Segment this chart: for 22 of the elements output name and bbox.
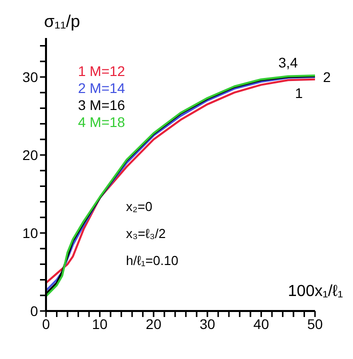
text: 2 M=14 — [78, 80, 126, 97]
text: 3 M=16 — [78, 97, 126, 114]
y-tick-label: 30 — [22, 68, 38, 85]
annotation: x₂=0 — [126, 198, 154, 216]
y-tick-label: 0 — [30, 302, 38, 319]
x-tick-label: 30 — [200, 316, 216, 332]
series-label: 4 M=18 — [78, 114, 126, 131]
x-tick-label: 50 — [307, 316, 323, 332]
annotation: h/ℓ₁=0.10 — [126, 252, 178, 270]
x-tick-label: 40 — [253, 316, 270, 332]
y-tick-label: 20 — [22, 146, 38, 163]
annotation: 3,4 — [278, 54, 298, 70]
annotation: 1 — [294, 85, 303, 102]
x-tick-label: 10 — [92, 316, 108, 332]
annotation: x₃=ℓ₃/2 — [126, 225, 167, 243]
y-axis-title: σ₁₁/p — [44, 12, 80, 32]
x-tick-label: 20 — [146, 316, 162, 332]
x-tick-label: 0 — [42, 316, 50, 332]
x-axis-title: 100x₁/ℓ₁ — [288, 283, 343, 301]
y-tick-label: 10 — [22, 224, 38, 241]
annotation: 2 — [323, 68, 331, 85]
text: 1 M=12 — [78, 63, 126, 80]
